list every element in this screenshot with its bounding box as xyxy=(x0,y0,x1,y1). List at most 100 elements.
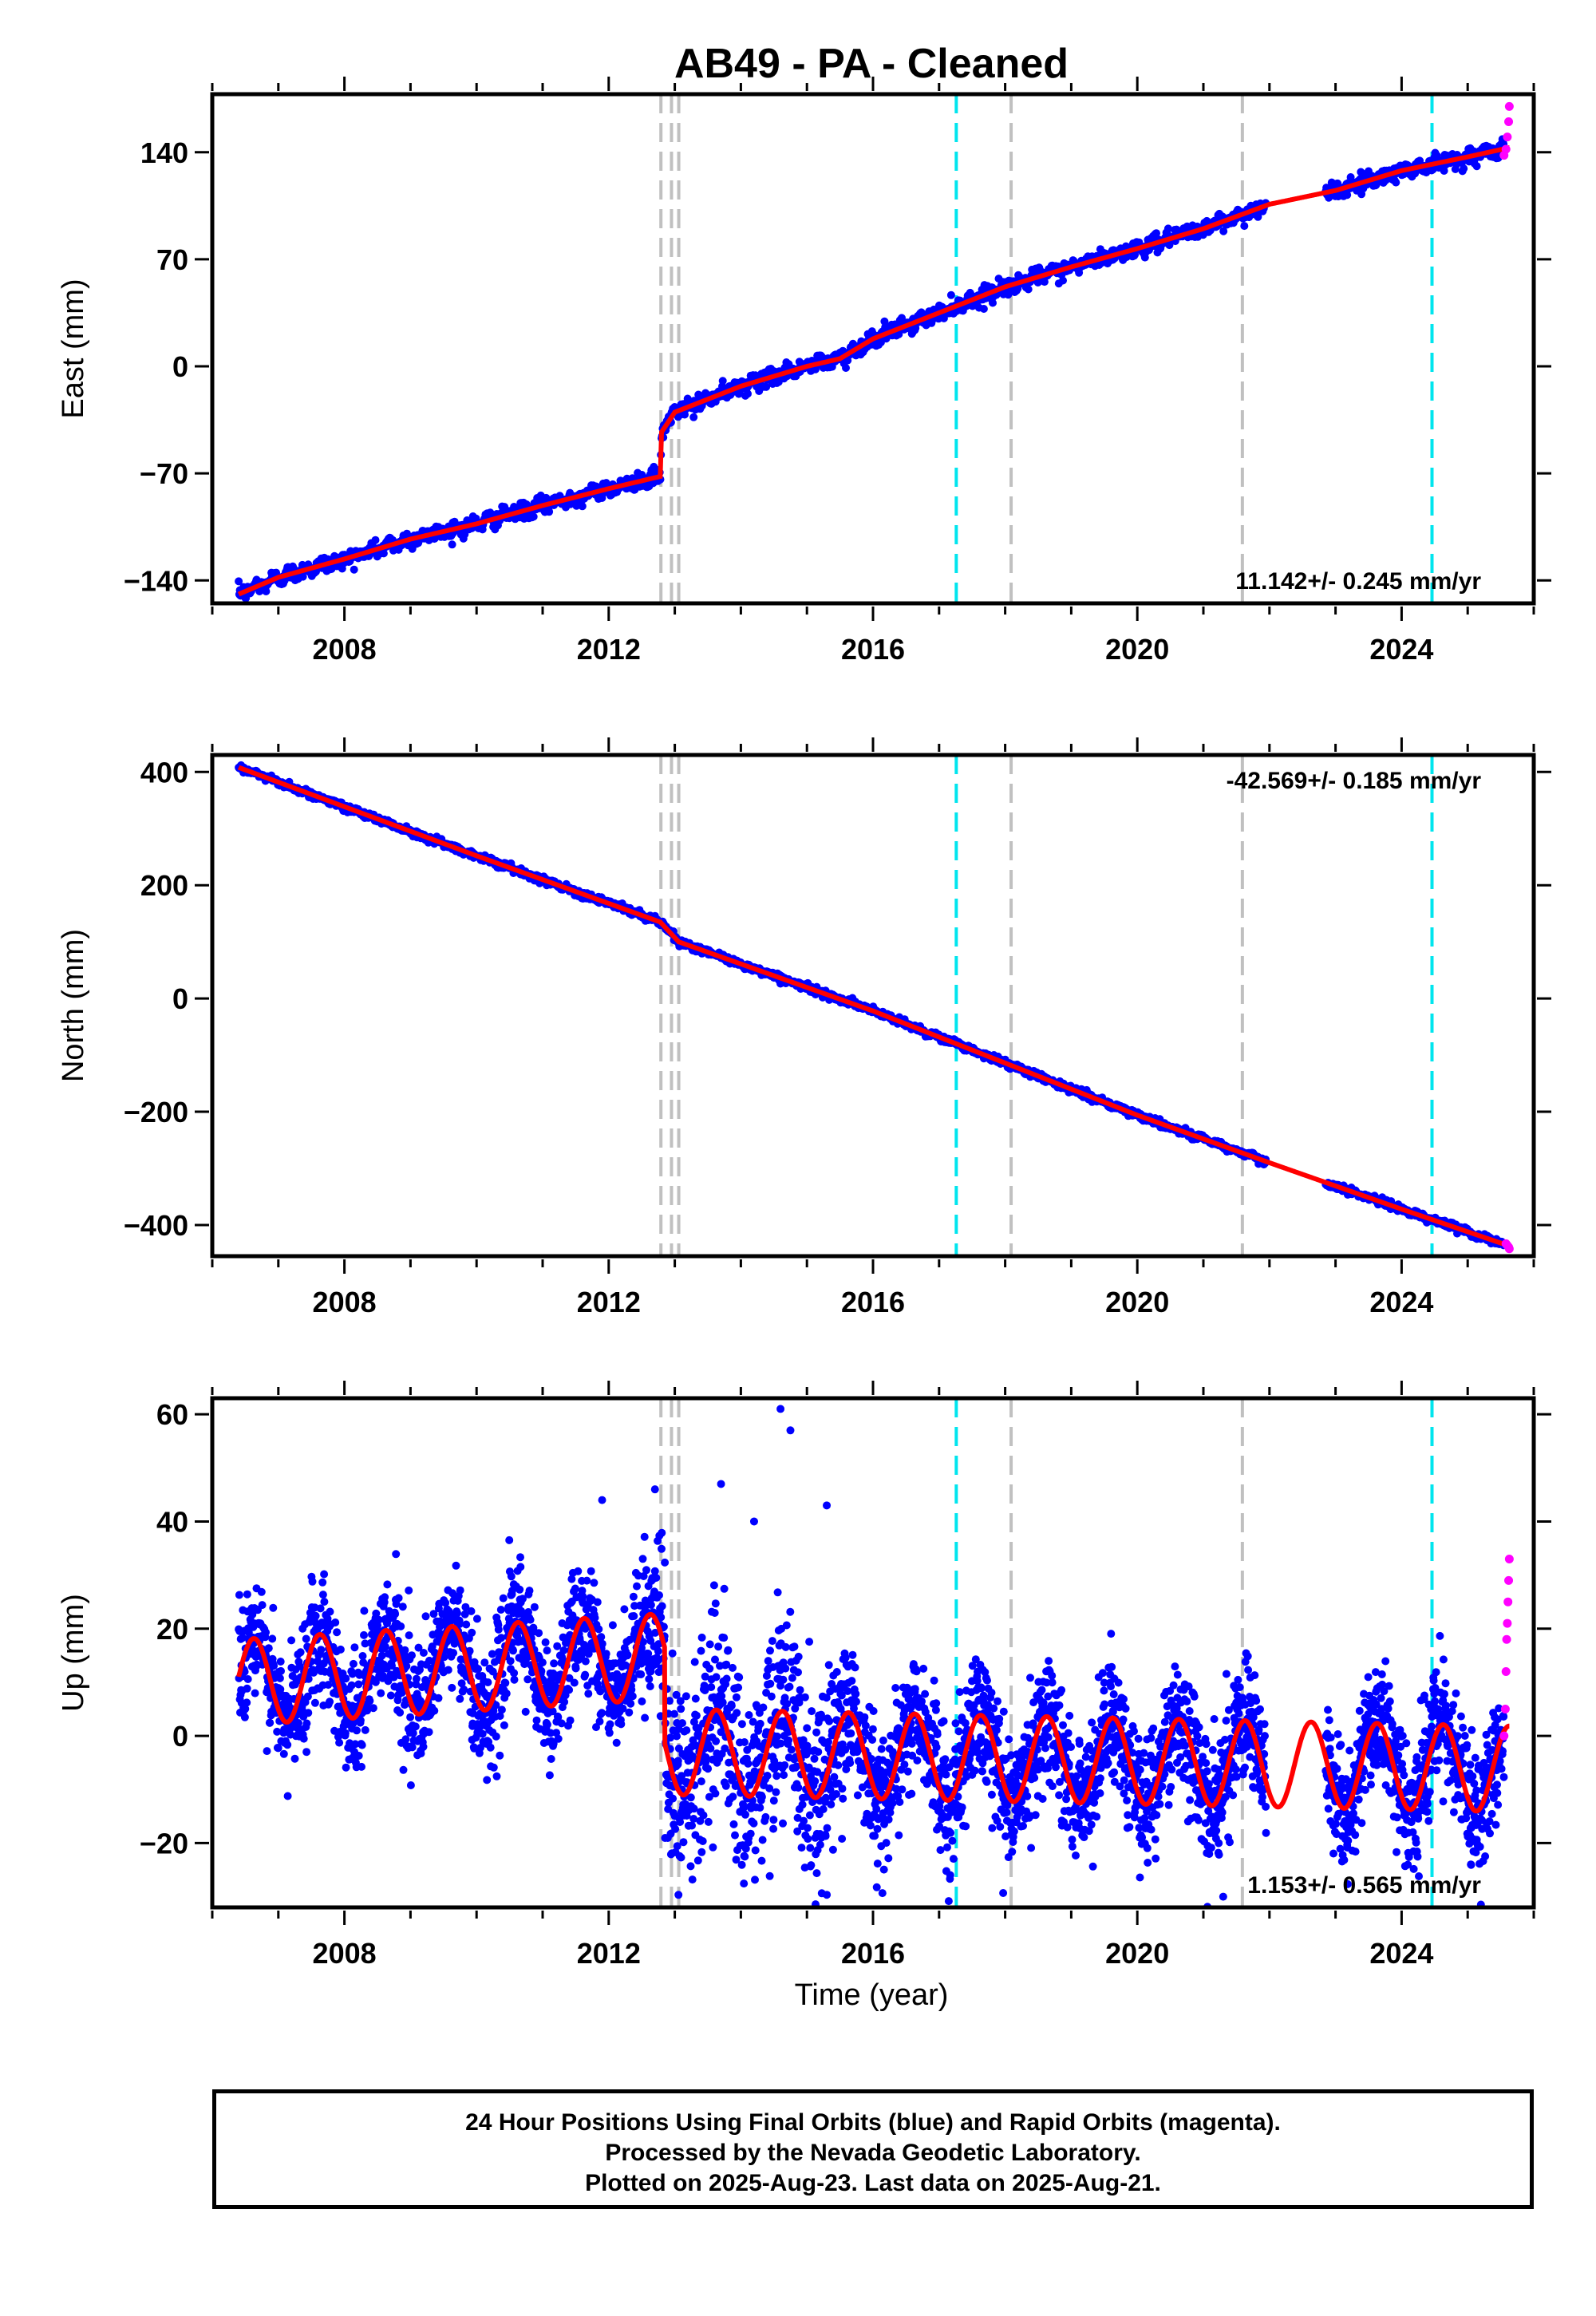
model-fit-line xyxy=(237,145,1510,597)
final-orbit-point xyxy=(290,1754,299,1763)
final-orbit-point xyxy=(529,512,538,521)
final-orbit-point xyxy=(296,1648,305,1657)
panel-2: 2008 2012 2016 2020 2024−400−2000200400North… xyxy=(57,737,1551,1318)
final-orbit-point xyxy=(361,1725,369,1734)
final-orbit-point xyxy=(235,1591,243,1599)
y-tick-label: −70 xyxy=(140,457,188,490)
final-orbit-point xyxy=(310,1698,319,1707)
final-orbit-point xyxy=(946,290,955,299)
final-orbit-point xyxy=(1472,162,1481,171)
final-orbit-point xyxy=(1131,251,1140,259)
final-orbit-point xyxy=(349,1659,358,1668)
final-orbit-point xyxy=(277,1666,285,1675)
final-orbit-point xyxy=(898,314,906,322)
final-orbit-point xyxy=(258,1601,267,1610)
final-orbit-point xyxy=(354,1752,363,1760)
final-orbit-point xyxy=(287,1636,296,1645)
final-orbit-point xyxy=(266,1718,275,1727)
final-orbit-point xyxy=(243,1590,251,1599)
final-orbit-point xyxy=(243,1698,251,1707)
final-orbit-point xyxy=(240,1713,249,1721)
x-tick-label: 2020 xyxy=(1105,1286,1169,1318)
y-axis-label: East (mm) xyxy=(57,279,90,418)
final-orbit-point xyxy=(360,1607,369,1615)
final-orbit-point xyxy=(283,1741,292,1749)
final-orbit-point xyxy=(262,587,271,595)
final-orbit-point xyxy=(299,1734,308,1743)
final-orbit-point xyxy=(358,1741,366,1749)
rapid-orbit-point xyxy=(1503,132,1512,142)
rapid-orbit-point xyxy=(1504,101,1514,111)
final-orbit-point xyxy=(304,1709,313,1717)
final-orbit-point xyxy=(1460,164,1468,173)
final-orbit-point xyxy=(452,1561,460,1570)
y-tick-label: 140 xyxy=(140,136,188,169)
final-orbit-point xyxy=(342,1763,350,1772)
final-orbit-point xyxy=(419,1742,428,1751)
y-tick-label: 70 xyxy=(156,243,188,276)
final-orbit-point xyxy=(1163,224,1172,233)
final-orbit-point xyxy=(545,508,554,516)
final-orbit-point xyxy=(1152,229,1160,238)
final-orbit-point xyxy=(335,1738,344,1747)
final-orbit-point xyxy=(318,1591,327,1599)
final-orbit-point xyxy=(421,1612,430,1621)
final-orbit-point xyxy=(320,1570,329,1579)
final-orbit-point xyxy=(360,1630,368,1639)
x-tick-label: 2016 xyxy=(841,1286,905,1318)
final-orbit-point xyxy=(302,1719,311,1728)
rapid-orbit-point xyxy=(1501,144,1511,154)
final-orbit-point xyxy=(394,1594,403,1603)
final-orbit-point xyxy=(842,364,850,372)
final-orbit-point xyxy=(425,1728,433,1737)
final-orbit-point xyxy=(377,1689,385,1697)
final-orbit-point xyxy=(320,1598,329,1606)
y-tick-label: 200 xyxy=(140,869,188,902)
final-orbit-point xyxy=(336,1645,345,1654)
final-orbit-point xyxy=(326,1697,334,1706)
y-tick-label: 0 xyxy=(172,350,188,383)
final-orbit-point xyxy=(269,1603,278,1612)
final-orbit-point xyxy=(1059,276,1067,285)
final-orbit-point xyxy=(270,1662,279,1670)
final-orbit-point xyxy=(331,1618,340,1626)
final-orbit-point xyxy=(408,1743,417,1752)
x-tick-label: 2020 xyxy=(1105,633,1169,666)
final-orbit-point xyxy=(274,1744,282,1753)
final-orbit-point xyxy=(453,1609,461,1618)
final-orbit-point xyxy=(398,1603,407,1611)
final-orbit-point xyxy=(397,1622,405,1630)
final-orbit-point xyxy=(381,1642,389,1651)
final-orbit-point xyxy=(1392,178,1400,187)
final-orbit-point xyxy=(279,1749,288,1758)
final-orbit-point xyxy=(1240,222,1249,231)
x-tick-label: 2008 xyxy=(313,1286,377,1318)
final-orbit-point xyxy=(341,1729,350,1737)
y-tick-label: 400 xyxy=(140,756,188,788)
final-orbit-point xyxy=(302,1748,311,1757)
final-orbit-point xyxy=(405,1586,413,1595)
final-orbit-point xyxy=(406,1781,415,1789)
final-orbit-point xyxy=(456,1586,464,1595)
final-orbit-point xyxy=(243,1684,251,1693)
final-orbit-point xyxy=(408,1651,416,1660)
final-orbit-point xyxy=(434,1694,443,1702)
y-tick-label: 0 xyxy=(172,982,188,1015)
x-tick-label: 2012 xyxy=(577,633,641,666)
y-tick-label: −200 xyxy=(124,1096,188,1128)
final-orbit-point xyxy=(251,1689,259,1697)
final-orbit-point xyxy=(718,377,727,385)
final-orbit-point xyxy=(412,1674,421,1683)
final-orbit-point xyxy=(419,1649,428,1657)
final-orbit-point xyxy=(276,1658,285,1666)
final-orbit-point xyxy=(275,1674,284,1682)
final-orbit-point xyxy=(460,1686,468,1694)
final-orbit-point xyxy=(347,1681,356,1690)
data-points xyxy=(235,135,1508,603)
final-orbit-point xyxy=(369,1704,377,1713)
final-orbit-point xyxy=(392,1550,401,1559)
final-orbit-point xyxy=(448,540,456,549)
final-orbit-point xyxy=(430,1706,439,1715)
